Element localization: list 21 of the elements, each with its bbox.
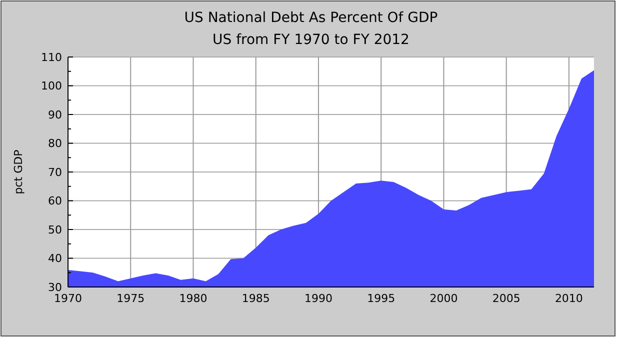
x-tick-label: 1995 <box>367 292 396 305</box>
y-tick-label: 60 <box>48 194 62 208</box>
x-tick-label: 1970 <box>54 292 82 305</box>
x-tick-label: 1990 <box>304 292 332 305</box>
chart-subtitle: US from FY 1970 to FY 2012 <box>212 32 410 48</box>
y-tick-label: 100 <box>41 80 62 93</box>
y-tick-label: 70 <box>48 166 62 179</box>
y-tick-label: 80 <box>48 137 62 150</box>
x-tick-label: 1980 <box>179 292 208 305</box>
x-tick-label: 2000 <box>430 292 458 305</box>
y-axis-title: pct GDP <box>12 149 25 194</box>
x-tick-label: 2010 <box>554 292 583 305</box>
y-tick-label: 90 <box>48 108 62 122</box>
chart-title: US National Debt As Percent Of GDP <box>184 10 438 26</box>
y-tick-label: 30 <box>48 280 62 294</box>
x-tick-label: 1975 <box>116 292 145 305</box>
y-tick-label: 40 <box>48 252 62 266</box>
y-tick-label: 50 <box>48 223 62 236</box>
x-tick-label: 1985 <box>242 292 270 305</box>
x-tick-label: 2005 <box>492 292 520 305</box>
y-tick-label: 110 <box>41 50 62 64</box>
